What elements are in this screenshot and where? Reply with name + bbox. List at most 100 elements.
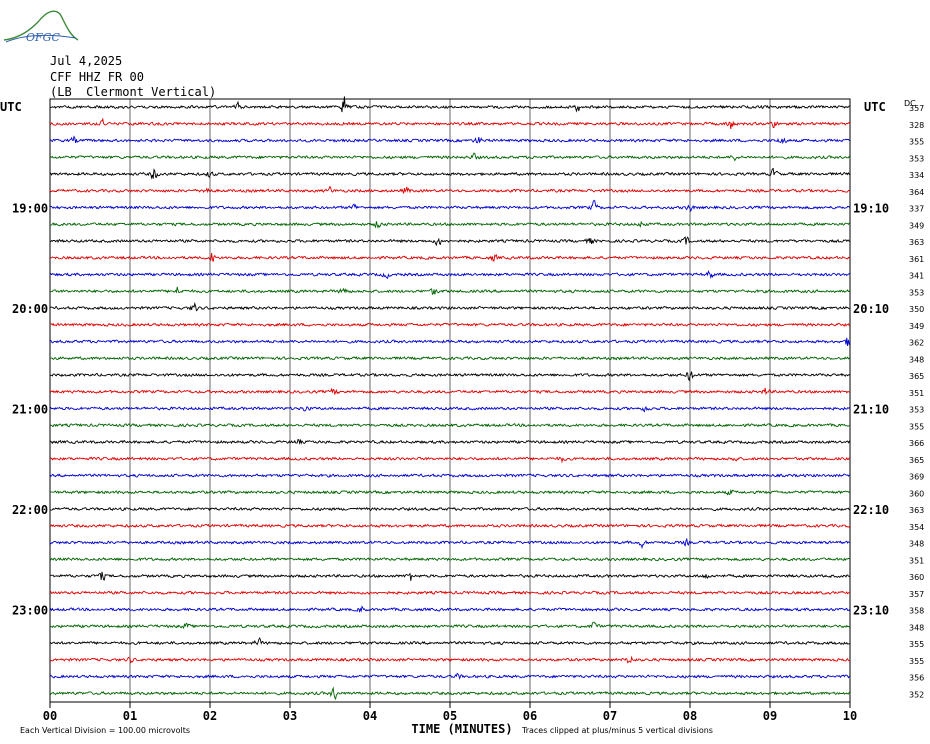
dc-offset-label: 364 xyxy=(909,188,924,197)
dc-offset-label: 369 xyxy=(909,473,924,482)
dc-offset-label: 354 xyxy=(909,523,924,532)
seismic-trace xyxy=(49,220,851,229)
seismic-trace xyxy=(49,605,851,614)
x-tick-label: 02 xyxy=(203,709,217,723)
dc-offset-label: 349 xyxy=(909,322,924,331)
dc-offset-label: 353 xyxy=(909,154,924,163)
dc-offset-label: 363 xyxy=(909,506,924,515)
dc-offset-label: 334 xyxy=(909,171,924,180)
dc-offset-label: 355 xyxy=(909,138,924,147)
left-hour-label: 21:00 xyxy=(12,403,48,417)
seismic-trace xyxy=(49,286,851,296)
seismic-trace xyxy=(49,686,851,701)
x-tick-label: 09 xyxy=(763,709,777,723)
seismic-trace xyxy=(49,423,851,428)
seismic-trace xyxy=(49,387,850,396)
seismic-trace xyxy=(49,637,851,646)
seismic-trace xyxy=(49,167,851,180)
dc-offset-label: 357 xyxy=(909,590,924,599)
dc-offset-label: 360 xyxy=(909,573,924,582)
seismic-trace xyxy=(49,557,851,562)
left-axis-label: UTC xyxy=(0,100,22,114)
x-axis-title: TIME (MINUTES) xyxy=(411,722,512,736)
seismic-trace xyxy=(49,473,851,478)
dc-offset-label: 349 xyxy=(909,221,924,230)
dc-offset-label: 348 xyxy=(909,623,924,632)
seismic-trace xyxy=(49,270,851,280)
seismic-trace xyxy=(49,135,851,145)
seismic-trace xyxy=(49,456,851,464)
dc-offset-label: 366 xyxy=(909,439,924,448)
dc-offset-label: 328 xyxy=(909,121,924,130)
seismic-trace xyxy=(49,152,851,162)
seismic-trace xyxy=(49,236,851,247)
dc-offset-label: 351 xyxy=(909,556,924,565)
seismic-trace xyxy=(49,405,851,413)
dc-column-label: DC xyxy=(904,99,916,108)
seismic-trace xyxy=(49,537,851,550)
logo-text: OFGC xyxy=(26,31,60,44)
seismic-trace xyxy=(49,672,851,680)
dc-offset-label: 348 xyxy=(909,540,924,549)
seismic-trace xyxy=(49,199,851,213)
station-location: (LB Clermont Vertical) xyxy=(50,85,217,99)
seismic-trace xyxy=(49,571,851,581)
dc-offset-label: 360 xyxy=(909,489,924,498)
footer-division-note: Each Vertical Division = 100.00 microvol… xyxy=(20,726,190,735)
logo-swoosh-icon xyxy=(5,34,77,43)
x-tick-label: 07 xyxy=(603,709,617,723)
left-hour-label: 19:00 xyxy=(12,202,48,216)
dc-offset-label: 365 xyxy=(909,456,924,465)
seismic-trace xyxy=(49,621,850,630)
left-hour-label: 20:00 xyxy=(12,302,48,316)
seismic-trace xyxy=(49,337,851,347)
dc-offset-label: 355 xyxy=(909,422,924,431)
ofgc-logo: OFGC xyxy=(3,10,79,44)
x-tick-label: 00 xyxy=(43,709,57,723)
seismic-trace xyxy=(49,488,851,496)
seismic-trace xyxy=(50,506,851,512)
dc-offset-label: 363 xyxy=(909,238,924,247)
station-code: CFF HHZ FR 00 xyxy=(50,70,144,84)
right-axis-label: UTC xyxy=(864,100,886,114)
x-tick-label: 03 xyxy=(283,709,297,723)
x-tick-label: 10 xyxy=(843,709,857,723)
seismic-trace xyxy=(49,356,851,361)
right-time-label: 23:10 xyxy=(853,604,889,618)
left-hour-label: 22:00 xyxy=(12,503,48,517)
seismic-trace xyxy=(49,96,850,113)
dc-offset-label: 365 xyxy=(909,372,924,381)
dc-offset-label: 357 xyxy=(909,104,924,113)
seismic-trace xyxy=(49,590,851,595)
dc-offset-label: 356 xyxy=(909,674,924,683)
x-tick-label: 05 xyxy=(443,709,457,723)
footer-clip-note: Traces clipped at plus/minus 5 vertical … xyxy=(521,726,713,735)
dc-offset-label: 350 xyxy=(909,305,924,314)
dc-offset-label: 362 xyxy=(909,339,924,348)
x-tick-label: 06 xyxy=(523,709,537,723)
seismic-trace xyxy=(49,301,851,312)
dc-offset-label: 352 xyxy=(909,690,924,699)
x-tick-label: 04 xyxy=(363,709,377,723)
x-tick-label: 01 xyxy=(123,709,137,723)
dc-offset-label: 355 xyxy=(909,640,924,649)
seismic-trace xyxy=(49,185,851,194)
recording-date: Jul 4,2025 xyxy=(50,54,123,68)
seismic-trace xyxy=(49,438,851,445)
dc-offset-label: 348 xyxy=(909,355,924,364)
dc-offset-label: 341 xyxy=(909,272,924,281)
seismic-trace xyxy=(49,252,851,262)
seismic-trace xyxy=(49,371,851,382)
dc-offset-label: 355 xyxy=(909,657,924,666)
dc-offset-label: 351 xyxy=(909,389,924,398)
logo-mountain-icon xyxy=(3,10,79,41)
right-time-label: 22:10 xyxy=(853,503,889,517)
right-time-label: 21:10 xyxy=(853,403,889,417)
dc-offset-label: 361 xyxy=(909,255,924,264)
dc-offset-label: 353 xyxy=(909,288,924,297)
dc-offset-label: 358 xyxy=(909,607,924,616)
dc-offset-label: 353 xyxy=(909,406,924,415)
seismic-trace xyxy=(49,322,851,327)
seismic-trace xyxy=(49,117,851,129)
